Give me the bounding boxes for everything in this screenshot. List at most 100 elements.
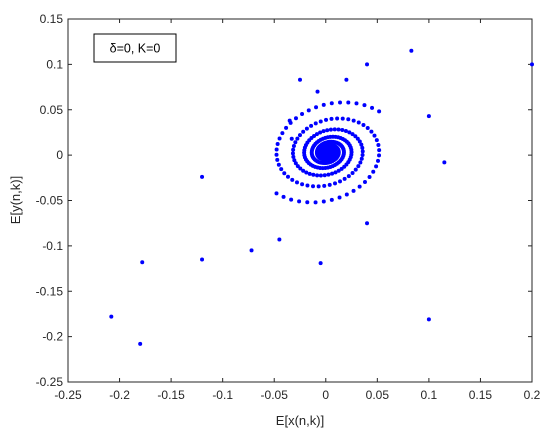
x-tick-label: -0.1 — [212, 388, 233, 402]
spiral-point — [360, 153, 365, 158]
x-tick-label: 0.15 — [469, 388, 493, 402]
spiral-point — [304, 170, 309, 175]
spiral-point — [285, 174, 290, 179]
spiral-point — [356, 120, 361, 125]
scatter-point — [140, 260, 145, 265]
spiral-point — [316, 184, 321, 189]
spiral-point — [289, 197, 294, 202]
scatter-point — [409, 48, 414, 53]
spiral-point — [275, 157, 280, 162]
spiral-point — [277, 136, 282, 141]
spiral-point — [294, 180, 299, 185]
spiral-point — [314, 132, 319, 137]
spiral-point — [274, 152, 279, 157]
scatter-point — [200, 257, 205, 262]
spiral-point — [295, 164, 300, 169]
scatter-point — [109, 314, 114, 319]
spiral-point — [327, 148, 332, 153]
spiral-point — [357, 139, 362, 144]
spiral-point — [377, 148, 382, 153]
spiral-point — [353, 167, 358, 172]
scatter-point — [318, 261, 323, 266]
spiral-point — [337, 179, 342, 184]
spiral-point — [321, 102, 326, 107]
spiral-point — [351, 118, 356, 123]
scatter-point — [289, 136, 294, 141]
spiral-point — [369, 129, 374, 134]
y-tick-label: 0.15 — [40, 12, 64, 26]
spiral-point — [346, 174, 351, 179]
scatter-point — [200, 174, 205, 179]
spiral-point — [295, 136, 300, 141]
x-tick-label: 0.2 — [524, 388, 541, 402]
spiral-point — [347, 130, 352, 135]
spiral-point — [350, 171, 355, 176]
spiral-point — [338, 100, 343, 105]
spiral-point — [356, 164, 361, 169]
spiral-point — [357, 184, 362, 189]
spiral-point — [306, 108, 311, 113]
spiral-point — [305, 200, 310, 205]
spiral-point — [354, 101, 359, 106]
spiral-point — [293, 140, 298, 145]
spiral-point — [361, 123, 366, 128]
spiral-point — [337, 195, 342, 200]
scatter-point — [138, 341, 143, 346]
spiral-point — [280, 131, 285, 136]
y-tick-label: 0.05 — [40, 103, 64, 117]
spiral-point — [307, 171, 312, 176]
spiral-point — [358, 160, 363, 165]
spiral-point — [324, 117, 329, 122]
spiral-point — [314, 105, 319, 110]
spiral-point — [298, 166, 303, 171]
x-tick-label: 0.05 — [366, 388, 390, 402]
spiral-point — [374, 164, 379, 169]
spiral-point — [301, 129, 306, 134]
spiral-point — [340, 128, 345, 133]
y-tick-label: -0.15 — [36, 284, 64, 298]
spiral-point — [291, 147, 296, 152]
y-tick-label: 0.1 — [46, 57, 63, 71]
scatter-point — [315, 89, 320, 94]
spiral-point — [333, 170, 338, 175]
spiral-point — [322, 173, 327, 178]
spiral-point — [322, 183, 327, 188]
spiral-point — [304, 126, 309, 131]
legend-box: δ=0, K=0 — [93, 33, 177, 63]
spiral-point — [355, 136, 360, 141]
spiral-point — [376, 142, 381, 147]
spiral-point — [336, 168, 341, 173]
x-tick-label: 0.1 — [421, 388, 438, 402]
spiral-point — [311, 172, 316, 177]
scatter-point — [298, 77, 302, 82]
scatter-point — [365, 221, 370, 226]
spiral-point — [300, 112, 305, 117]
spiral-point — [344, 192, 349, 197]
spiral-point — [330, 171, 335, 176]
spiral-point — [318, 119, 323, 124]
y-tick-label: -0.05 — [36, 194, 64, 208]
spiral-point — [336, 127, 341, 132]
spiral-point — [284, 125, 289, 130]
spiral-point — [353, 134, 358, 139]
spiral-point — [279, 167, 284, 172]
spiral-point — [297, 133, 302, 138]
spiral-point — [350, 132, 355, 137]
spiral-point — [332, 127, 337, 132]
spiral-point — [374, 138, 379, 143]
spiral-point — [290, 177, 295, 182]
y-tick-label: -0.1 — [42, 239, 63, 253]
spiral-point — [315, 173, 320, 178]
axis-ticks: -0.25 -0.2 -0.15 -0.1 -0.05 0 0.05 0.1 0.15 0.2 -0… — [36, 12, 541, 402]
spiral-point — [377, 153, 382, 158]
spiral-point — [282, 171, 287, 176]
spiral-point — [318, 173, 323, 178]
scatter-point — [344, 77, 349, 82]
spiral-point — [291, 154, 296, 159]
spiral-point — [274, 191, 279, 196]
legend-frame — [93, 33, 177, 63]
spiral-point — [370, 105, 375, 110]
x-axis-label: E[x(n,k)] — [276, 413, 324, 428]
spiral-point — [300, 182, 305, 187]
spiral-point — [329, 116, 334, 121]
